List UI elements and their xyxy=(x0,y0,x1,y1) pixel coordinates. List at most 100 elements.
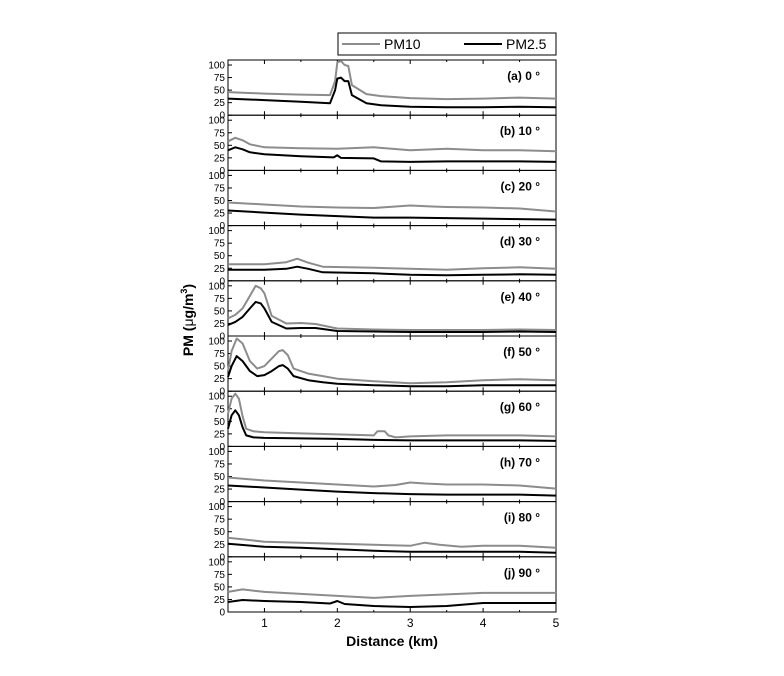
y-tick-label: 100 xyxy=(208,392,225,403)
y-tick-label: 75 xyxy=(214,349,226,360)
y-tick-label: 50 xyxy=(214,141,226,152)
y-tick-label: 100 xyxy=(208,337,225,348)
y-tick-label: 75 xyxy=(214,73,226,84)
y-tick-label: 50 xyxy=(214,582,226,593)
y-tick-label: 50 xyxy=(214,196,226,207)
y-tick-label: 100 xyxy=(208,116,225,127)
panel-label: (a) 0 ° xyxy=(507,69,540,83)
panel-label: (e) 40 ° xyxy=(501,290,541,304)
series-line-pm10 xyxy=(227,536,557,549)
y-tick-label: 25 xyxy=(214,595,226,606)
y-tick-label: 75 xyxy=(214,404,226,415)
x-tick-labels: 1 2 3 4 5 xyxy=(261,616,560,630)
legend-pm10-label: PM10 xyxy=(384,36,421,52)
y-tick-label: 25 xyxy=(214,153,226,164)
panel-label: (f) 50 ° xyxy=(503,345,540,359)
series-line-pm10 xyxy=(227,337,557,385)
y-axis-title-mu: μ xyxy=(180,318,196,326)
panel-label: (g) 60 ° xyxy=(500,400,540,414)
y-tick-label: 75 xyxy=(214,128,226,139)
y-tick-label: 75 xyxy=(214,294,226,305)
series-line-pm10 xyxy=(227,588,556,599)
y-tick-label: 50 xyxy=(214,472,226,483)
y-tick-label: 25 xyxy=(214,98,226,109)
y-tick-label: 0 xyxy=(219,221,225,232)
y-tick-label: 0 xyxy=(219,387,225,398)
y-tick-label: 50 xyxy=(214,527,226,538)
y-tick-label: 50 xyxy=(214,86,226,97)
x-tick-label: 3 xyxy=(407,616,414,630)
series-line-pm25 xyxy=(227,409,557,442)
series-line-pm10 xyxy=(227,284,557,331)
series-line-pm25 xyxy=(227,599,556,608)
series-line-pm10 xyxy=(227,201,557,213)
y-tick-label: 25 xyxy=(214,264,226,275)
series-line-pm25 xyxy=(227,484,557,497)
y-tick-label: 0 xyxy=(219,608,225,619)
y-tick-label: 0 xyxy=(219,166,225,177)
x-tick-label: 5 xyxy=(553,616,560,630)
y-tick-label: 25 xyxy=(214,540,226,551)
y-tick-label: 25 xyxy=(214,374,226,385)
panel-label: (j) 90 ° xyxy=(504,566,540,580)
series-line-pm10 xyxy=(227,392,557,439)
y-tick-label: 100 xyxy=(208,61,225,72)
y-tick-label: 25 xyxy=(214,209,226,220)
panel-frame xyxy=(227,556,557,613)
series-line-pm10 xyxy=(227,60,557,101)
y-tick-label: 25 xyxy=(214,429,226,440)
y-tick-label: 75 xyxy=(214,459,226,470)
y-tick-label: 100 xyxy=(208,281,225,292)
y-tick-label: 100 xyxy=(208,557,225,568)
y-tick-label: 25 xyxy=(214,319,226,330)
y-axis-title-unit: g/m xyxy=(180,294,196,319)
series-line-pm10 xyxy=(227,136,557,153)
series-line-pm25 xyxy=(227,300,557,333)
series-line-pm10 xyxy=(227,476,557,490)
series-line-pm25 xyxy=(227,76,557,109)
y-tick-label: 50 xyxy=(214,362,226,373)
series-line-pm10 xyxy=(228,257,557,271)
y-axis-title-close: ) xyxy=(180,284,196,289)
y-axis-title: PM (μg/m3) xyxy=(179,284,196,356)
y-tick-label: 0 xyxy=(219,332,225,343)
legend-box xyxy=(337,32,557,56)
y-axis-title-main: PM ( xyxy=(180,326,196,356)
y-tick-label: 100 xyxy=(208,502,225,513)
y-tick-label: 75 xyxy=(214,515,226,526)
legend: PM10 PM2.5 xyxy=(337,32,557,56)
series-line-pm25 xyxy=(228,265,557,277)
x-tick-label: 4 xyxy=(480,616,487,630)
y-tick-label: 0 xyxy=(219,442,225,453)
y-tick-label: 0 xyxy=(219,111,225,122)
series-line-pm25 xyxy=(227,542,557,554)
panel-label: (d) 30 ° xyxy=(500,235,540,249)
y-tick-label: 50 xyxy=(214,417,226,428)
x-tick-label: 2 xyxy=(334,616,341,630)
y-tick-label: 50 xyxy=(214,251,226,262)
series-line-pm25 xyxy=(227,209,557,221)
y-tick-label: 100 xyxy=(208,447,225,458)
y-tick-label: 100 xyxy=(208,171,225,182)
panel-label: (i) 80 ° xyxy=(504,511,540,525)
x-tick-label: 1 xyxy=(261,616,268,630)
panel-label: (b) 10 ° xyxy=(500,124,540,138)
y-axis-title-exp: 3 xyxy=(179,289,189,294)
y-tick-label: 0 xyxy=(219,497,225,508)
series-line-pm25 xyxy=(227,355,556,388)
y-tick-label: 0 xyxy=(219,276,225,287)
y-tick-label: 75 xyxy=(214,183,226,194)
y-tick-label: 100 xyxy=(208,226,225,237)
y-tick-label: 0 xyxy=(219,552,225,563)
y-tick-label: 50 xyxy=(214,306,226,317)
